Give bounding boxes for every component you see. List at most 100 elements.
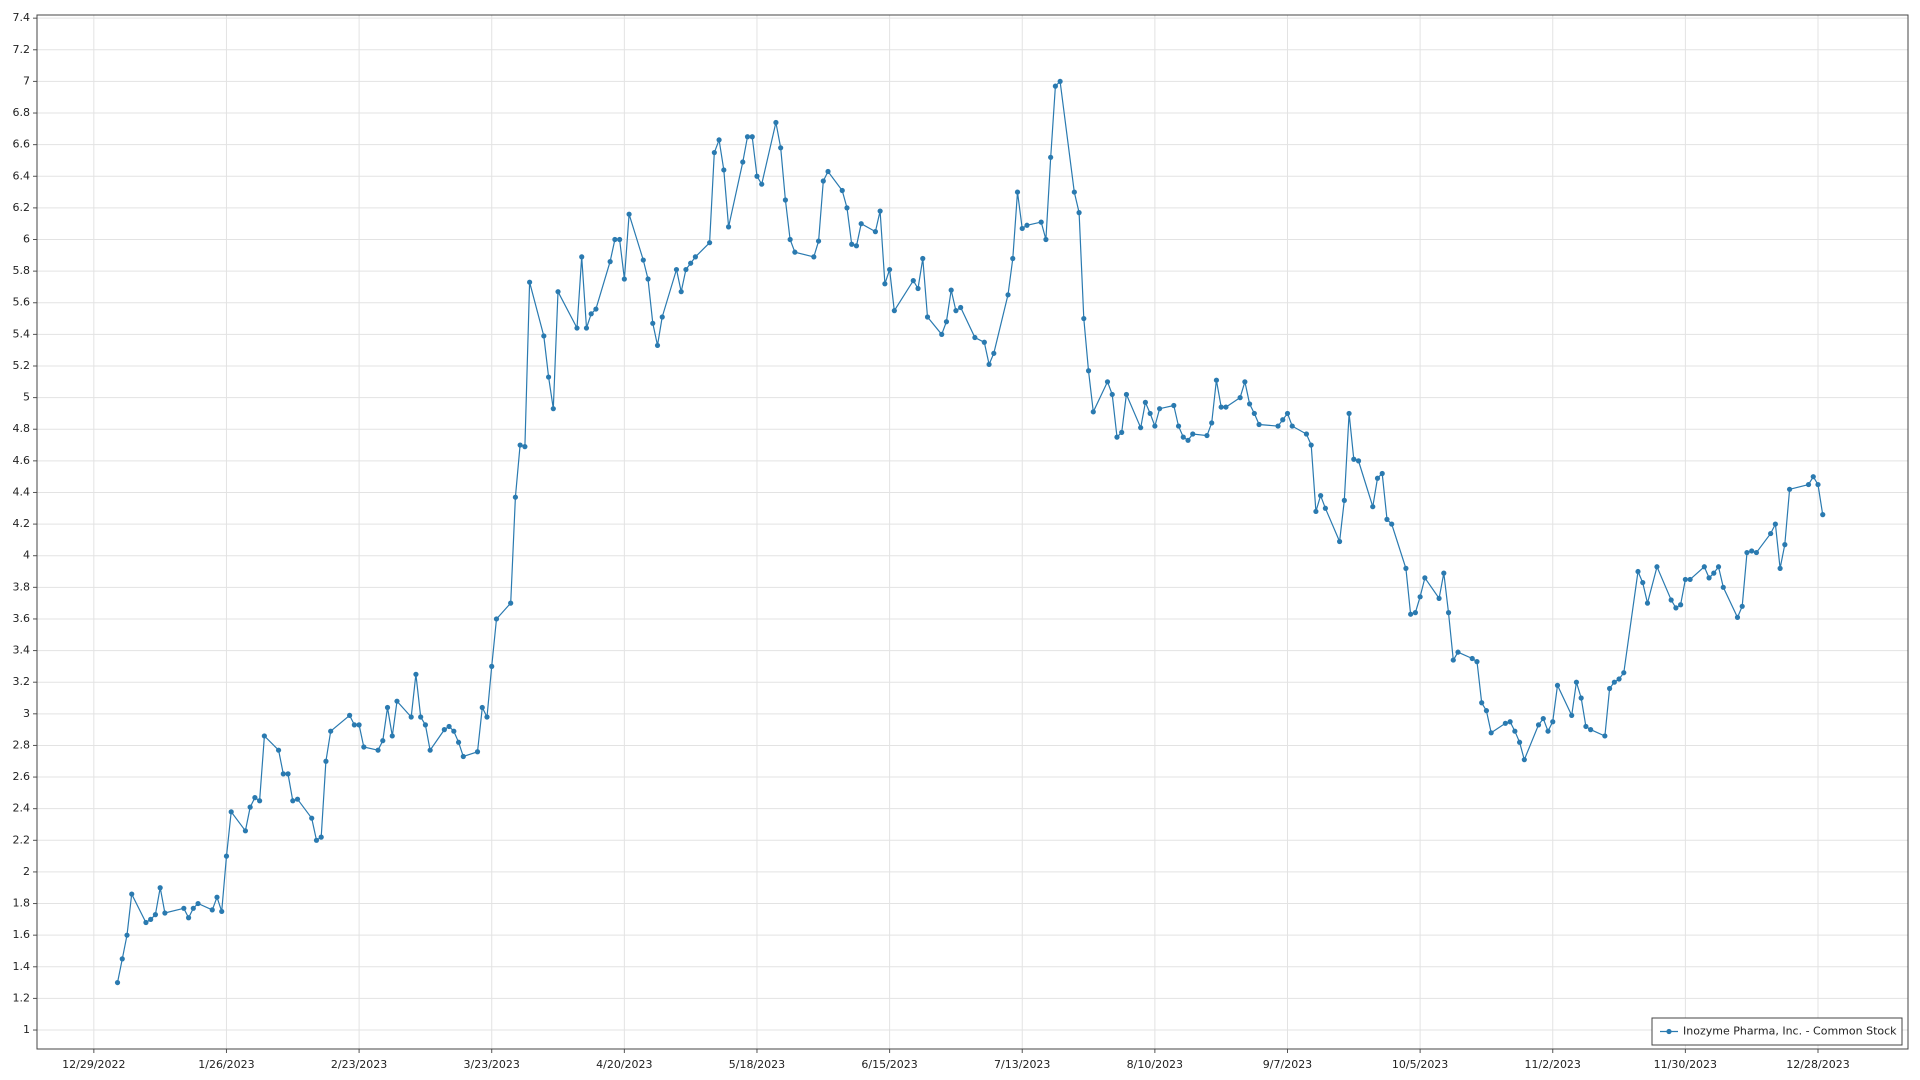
data-point [1474,659,1480,665]
data-point [782,197,789,203]
data-point [157,885,163,891]
data-point [1422,575,1428,581]
data-point [1753,549,1760,556]
data-point [1152,423,1158,429]
data-point [1668,597,1674,603]
x-tick-label: 7/13/2023 [994,1058,1050,1071]
data-point [1706,575,1712,581]
data-point [1711,570,1717,576]
data-point [555,289,561,295]
legend-label: Inozyme Pharma, Inc. - Common Stock [1683,1025,1897,1038]
data-point [1772,521,1778,527]
data-point [725,224,732,230]
data-point [285,771,291,777]
data-point [1085,368,1092,374]
y-tick-label: 4 [23,549,30,562]
data-point [654,342,661,349]
data-point [1209,420,1215,426]
x-tick-label: 12/29/2022 [62,1058,125,1071]
y-tick-label: 6.2 [13,201,31,214]
data-point [1379,470,1385,477]
x-tick-label: 3/23/2023 [464,1058,520,1071]
y-tick-label: 3.6 [13,612,31,625]
data-point [1550,719,1556,725]
y-tick-label: 4.6 [13,454,31,467]
data-point [1815,481,1821,488]
data-point [617,236,623,243]
data-point [1355,458,1362,464]
y-tick-label: 3.2 [13,675,31,688]
data-point [1336,538,1343,545]
data-point [261,733,267,739]
y-tick-label: 4.8 [13,422,31,435]
data-point [1540,715,1546,722]
y-tick-label: 5.2 [13,359,31,372]
data-point [124,932,130,938]
data-point [1450,657,1456,663]
data-point [152,912,159,918]
data-point [228,809,234,815]
data-point [1673,605,1679,611]
data-point [1412,610,1418,616]
data-point [1777,565,1783,571]
data-point [455,739,462,745]
data-point [849,241,855,247]
data-point [1052,83,1058,89]
data-point [948,287,954,293]
data-point [1554,682,1561,688]
x-tick-label: 4/20/2023 [596,1058,652,1071]
data-point [143,919,149,926]
data-point [508,600,514,606]
data-point [422,722,429,728]
data-point [673,266,680,273]
y-tick-label: 7 [23,74,30,87]
data-point [1019,225,1025,232]
data-point [1734,614,1741,620]
data-point [195,900,201,907]
data-point [1104,379,1111,385]
data-point [1171,402,1177,409]
data-point [446,723,452,730]
data-point [1502,720,1508,726]
data-point [1441,570,1447,576]
data-point [1578,695,1584,701]
data-point [1445,610,1452,616]
data-point [361,744,367,750]
x-tick-label: 11/2/2023 [1525,1058,1581,1071]
y-tick-label: 7.4 [13,11,31,24]
data-point [380,738,386,744]
data-point [1280,417,1286,423]
data-point [351,722,357,728]
data-point [1057,78,1063,85]
data-point [1569,712,1575,719]
data-point [280,771,286,777]
data-point [872,229,878,235]
data-point [1786,486,1793,492]
data-point [811,254,817,260]
data-point [347,712,353,719]
data-point [887,266,893,273]
data-point [683,266,689,273]
data-point [181,905,187,911]
data-point [185,915,192,921]
data-point [517,442,523,448]
y-tick-label: 2.2 [13,833,31,846]
data-point [418,714,424,720]
data-point [1043,236,1049,243]
data-point [242,828,249,834]
y-tick-label: 6.6 [13,138,31,151]
data-point [1455,649,1461,655]
data-point [252,795,258,801]
data-point [1820,512,1826,518]
data-point [1408,611,1414,617]
data-point [621,276,627,282]
y-tick-label: 3.4 [13,644,31,657]
data-point [427,747,433,753]
data-point [924,314,931,320]
y-tick-label: 5.4 [13,327,31,340]
y-tick-label: 1.2 [13,991,31,1004]
data-point [1123,391,1130,398]
data-point [323,758,329,764]
data-point [1588,727,1594,733]
